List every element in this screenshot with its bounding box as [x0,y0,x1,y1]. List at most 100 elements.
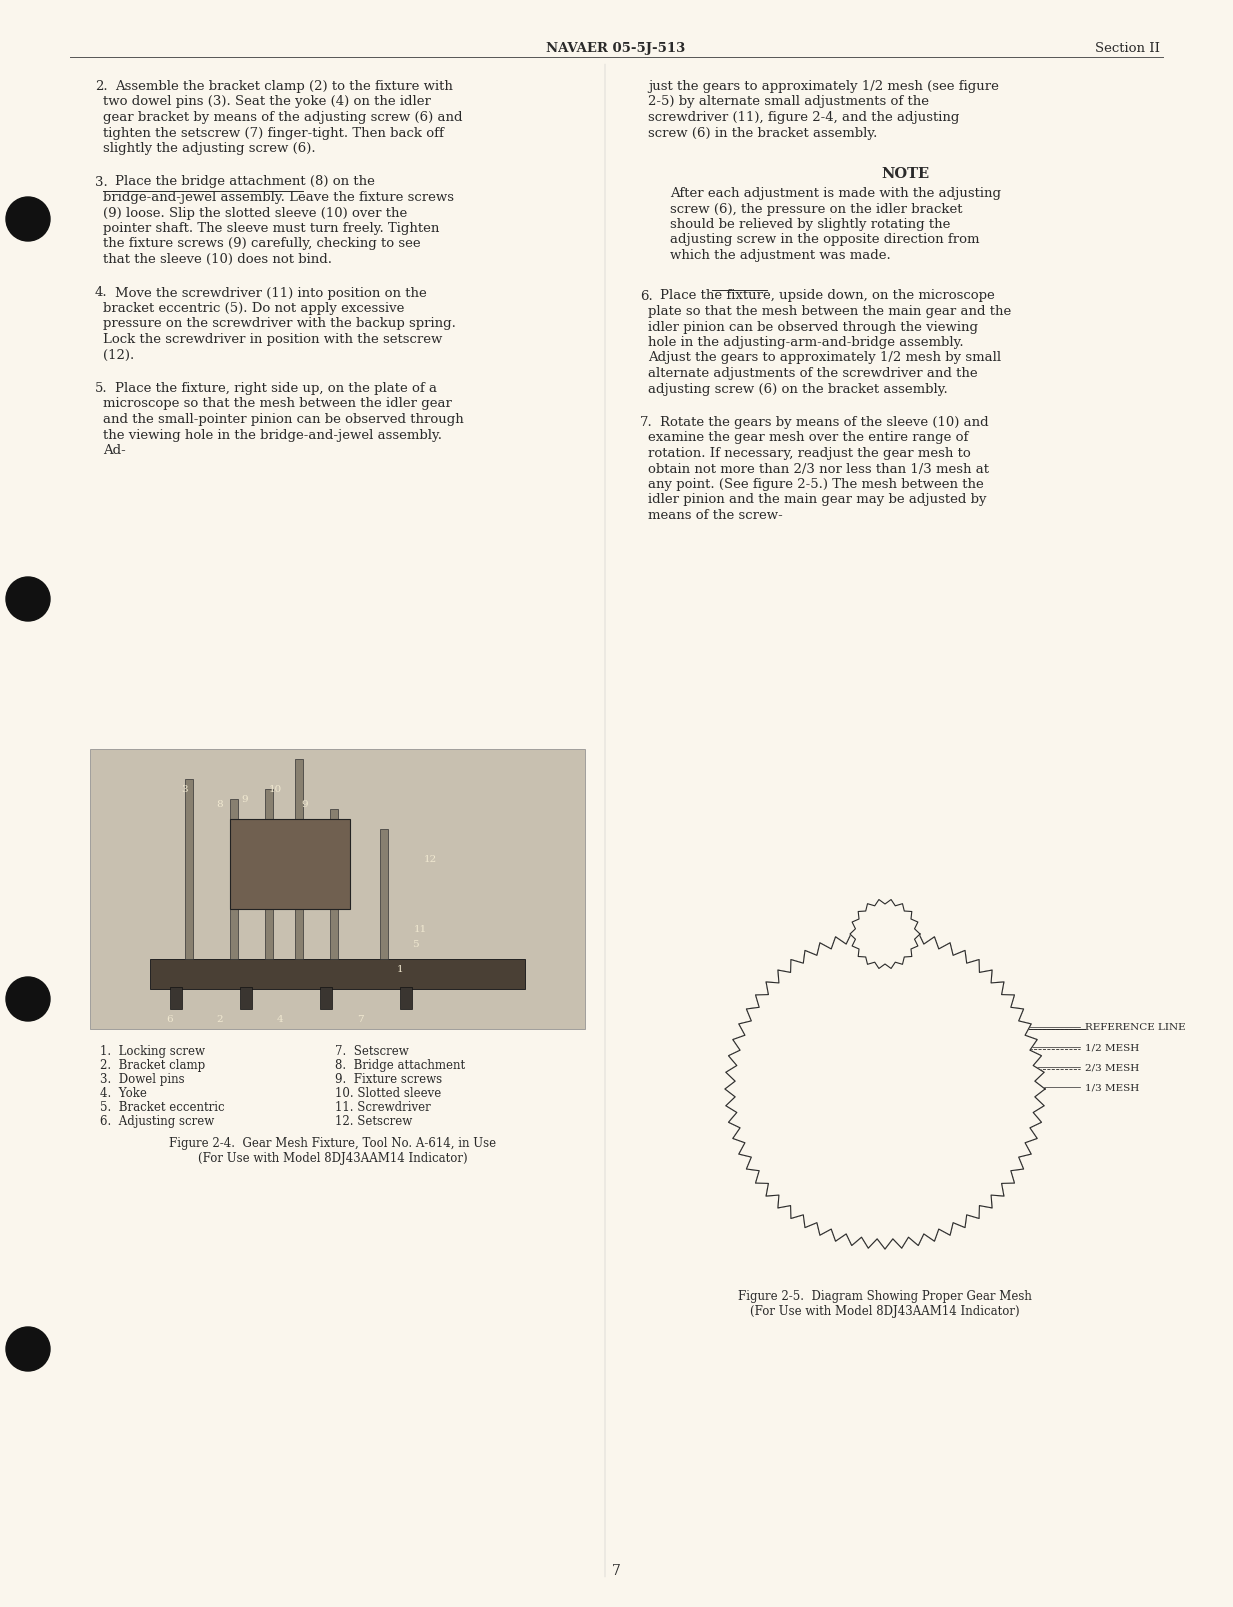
Text: 11. Screwdriver: 11. Screwdriver [335,1101,430,1114]
Text: 7: 7 [612,1564,620,1576]
Text: obtain not more than 2/3 nor less than 1/3 mesh at: obtain not more than 2/3 nor less than 1… [649,463,989,476]
Bar [231,800,238,959]
Bar [265,789,272,959]
Text: rotation. If necessary, readjust the gear mesh to: rotation. If necessary, readjust the gea… [649,447,970,460]
Text: 1.  Locking screw: 1. Locking screw [100,1045,205,1057]
Text: Assemble the bracket clamp (2) to the fixture with: Assemble the bracket clamp (2) to the fi… [115,80,453,93]
Text: 5.  Bracket eccentric: 5. Bracket eccentric [100,1101,224,1114]
Text: (9) loose. Slip the slotted sleeve (10) over the: (9) loose. Slip the slotted sleeve (10) … [104,206,407,220]
Text: Adjust the gears to approximately 1/2 mesh by small: Adjust the gears to approximately 1/2 me… [649,352,1001,365]
Text: 12. Setscrew: 12. Setscrew [335,1114,412,1127]
Bar [399,987,412,1009]
Text: 3.  Dowel pins: 3. Dowel pins [100,1072,185,1085]
Text: 2-5) by alternate small adjustments of the: 2-5) by alternate small adjustments of t… [649,95,928,108]
Text: Place the bridge attachment (8) on the: Place the bridge attachment (8) on the [115,175,375,188]
Text: Ad-: Ad- [104,444,126,456]
Text: idler pinion can be observed through the viewing: idler pinion can be observed through the… [649,320,978,333]
Text: pointer shaft. The sleeve must turn freely. Tighten: pointer shaft. The sleeve must turn free… [104,222,439,235]
Bar [231,820,350,910]
Text: 8.  Bridge attachment: 8. Bridge attachment [335,1059,465,1072]
Text: 8: 8 [217,800,223,808]
Bar [170,987,182,1009]
Text: (12).: (12). [104,349,134,362]
Circle shape [6,1327,51,1371]
Text: 11: 11 [413,926,427,934]
Bar [380,829,388,959]
Text: 4.  Yoke: 4. Yoke [100,1086,147,1099]
Text: Figure 2-4.  Gear Mesh Fixture, Tool No. A-614, in Use
(For Use with Model 8DJ43: Figure 2-4. Gear Mesh Fixture, Tool No. … [169,1136,496,1165]
Bar [330,810,338,959]
Circle shape [6,577,51,622]
Text: gear bracket by means of the adjusting screw (6) and: gear bracket by means of the adjusting s… [104,111,462,124]
Text: 6.: 6. [640,289,652,302]
Text: adjusting screw in the opposite direction from: adjusting screw in the opposite directio… [670,233,979,246]
Text: adjusting screw (6) on the bracket assembly.: adjusting screw (6) on the bracket assem… [649,382,948,395]
Text: 9: 9 [302,800,308,808]
Text: two dowel pins (3). Seat the yoke (4) on the idler: two dowel pins (3). Seat the yoke (4) on… [104,95,430,108]
Polygon shape [850,900,920,969]
Text: 2/3 MESH: 2/3 MESH [1085,1062,1139,1072]
Text: screw (6), the pressure on the idler bracket: screw (6), the pressure on the idler bra… [670,202,963,215]
Bar [90,749,584,1030]
Text: NOTE: NOTE [880,167,928,182]
Text: 9: 9 [242,795,248,804]
Text: Place the fixture, upside down, on the microscope: Place the fixture, upside down, on the m… [660,289,995,302]
Bar [150,959,525,990]
Text: NAVAER 05-5J-513: NAVAER 05-5J-513 [546,42,686,55]
Text: bridge-and-jewel assembly. Leave the fixture screws: bridge-and-jewel assembly. Leave the fix… [104,191,454,204]
Text: any point. (See figure 2-5.) The mesh between the: any point. (See figure 2-5.) The mesh be… [649,477,984,490]
Text: Rotate the gears by means of the sleeve (10) and: Rotate the gears by means of the sleeve … [660,416,989,429]
Text: 3.: 3. [95,175,107,188]
Text: 4: 4 [276,1016,284,1024]
Text: microscope so that the mesh between the idler gear: microscope so that the mesh between the … [104,397,451,410]
Polygon shape [725,929,1046,1249]
Text: idler pinion and the main gear may be adjusted by: idler pinion and the main gear may be ad… [649,493,986,506]
Text: and the small-pointer pinion can be observed through: and the small-pointer pinion can be obse… [104,413,464,426]
Text: bracket eccentric (5). Do not apply excessive: bracket eccentric (5). Do not apply exce… [104,302,404,315]
Text: plate so that the mesh between the main gear and the: plate so that the mesh between the main … [649,305,1011,318]
Text: 7: 7 [356,1016,364,1024]
Text: that the sleeve (10) does not bind.: that the sleeve (10) does not bind. [104,252,332,265]
Text: 5.: 5. [95,382,107,395]
Text: just the gears to approximately 1/2 mesh (see figure: just the gears to approximately 1/2 mesh… [649,80,999,93]
Bar [295,760,303,959]
Text: After each adjustment is made with the adjusting: After each adjustment is made with the a… [670,186,1001,199]
Text: 10. Slotted sleeve: 10. Slotted sleeve [335,1086,441,1099]
Text: 9.  Fixture screws: 9. Fixture screws [335,1072,443,1085]
Text: 6.  Adjusting screw: 6. Adjusting screw [100,1114,215,1127]
Text: 10: 10 [269,784,281,794]
Text: 2.  Bracket clamp: 2. Bracket clamp [100,1059,205,1072]
Bar [185,779,194,959]
Text: screwdriver (11), figure 2-4, and the adjusting: screwdriver (11), figure 2-4, and the ad… [649,111,959,124]
Bar [240,987,252,1009]
Bar [321,987,332,1009]
Text: REFERENCE LINE: REFERENCE LINE [1085,1024,1186,1032]
Text: tighten the setscrew (7) finger-tight. Then back off: tighten the setscrew (7) finger-tight. T… [104,127,444,140]
Text: which the adjustment was made.: which the adjustment was made. [670,249,890,262]
Text: hole in the adjusting-arm-and-bridge assembly.: hole in the adjusting-arm-and-bridge ass… [649,336,964,349]
Text: pressure on the screwdriver with the backup spring.: pressure on the screwdriver with the bac… [104,317,456,331]
Text: the viewing hole in the bridge-and-jewel assembly.: the viewing hole in the bridge-and-jewel… [104,427,441,442]
Text: means of the screw-: means of the screw- [649,509,783,522]
Text: 12: 12 [423,855,436,865]
Text: 1/3 MESH: 1/3 MESH [1085,1083,1139,1091]
Text: Place the fixture, right side up, on the plate of a: Place the fixture, right side up, on the… [115,382,436,395]
Text: should be relieved by slightly rotating the: should be relieved by slightly rotating … [670,219,951,231]
Circle shape [6,198,51,241]
Circle shape [6,977,51,1022]
Text: Lock the screwdriver in position with the setscrew: Lock the screwdriver in position with th… [104,333,443,346]
Text: 6: 6 [166,1016,174,1024]
Text: 4.: 4. [95,286,107,299]
Text: 7.  Setscrew: 7. Setscrew [335,1045,409,1057]
Text: 3: 3 [181,784,189,794]
Text: the fixture screws (9) carefully, checking to see: the fixture screws (9) carefully, checki… [104,238,420,251]
Text: alternate adjustments of the screwdriver and the: alternate adjustments of the screwdriver… [649,366,978,379]
Text: screw (6) in the bracket assembly.: screw (6) in the bracket assembly. [649,127,878,140]
Text: 2: 2 [217,1016,223,1024]
Text: 1: 1 [397,964,403,974]
Text: Move the screwdriver (11) into position on the: Move the screwdriver (11) into position … [115,286,427,299]
Text: 1/2 MESH: 1/2 MESH [1085,1043,1139,1053]
Text: examine the gear mesh over the entire range of: examine the gear mesh over the entire ra… [649,431,968,444]
Text: Figure 2-5.  Diagram Showing Proper Gear Mesh
(For Use with Model 8DJ43AAM14 Ind: Figure 2-5. Diagram Showing Proper Gear … [739,1289,1032,1318]
Text: 5: 5 [412,940,418,948]
